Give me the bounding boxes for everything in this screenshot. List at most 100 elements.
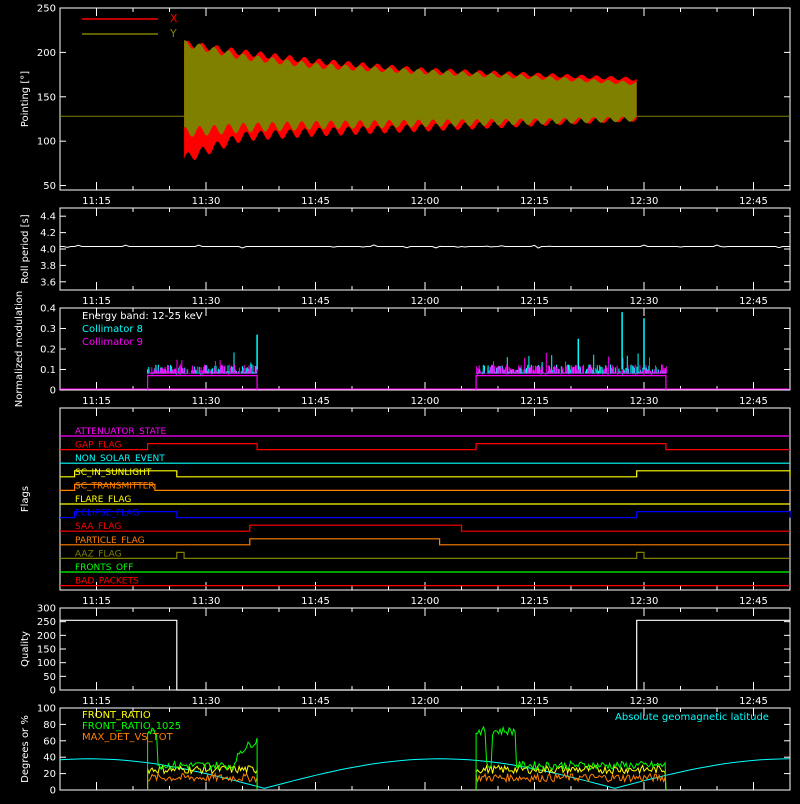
- panel-0-ytick-label: 100: [37, 137, 56, 148]
- legend-collimator-9: Collimator 9: [82, 337, 143, 348]
- panel-1-ytick-label: 3.8: [40, 261, 56, 272]
- panel-1-time-label: 11:30: [192, 296, 221, 307]
- panel-5-ytick-label: 20: [43, 769, 56, 780]
- legend-y-label: Y: [169, 27, 177, 40]
- legend-front-ratio: FRONT_RATIO: [82, 710, 151, 721]
- panel-2-time-label: 11:45: [301, 396, 330, 407]
- panel-3-time-label: 11:15: [82, 596, 111, 607]
- front-ratio-1025-series: [147, 727, 258, 790]
- collimator-9-series: [476, 353, 667, 375]
- panel-2-time-label: 12:45: [739, 396, 768, 407]
- flag-label-flare-flag: FLARE_FLAG: [75, 495, 131, 505]
- panel-0-time-label: 11:15: [82, 196, 111, 207]
- flag-label-attenuator-state: ATTENUATOR_STATE: [75, 427, 167, 437]
- panel-3-ylabel: Flags: [20, 486, 31, 512]
- roll-period-series: [60, 244, 790, 249]
- panel-4-time-label: 11:15: [82, 696, 111, 707]
- panel-0-ytick-label: 150: [37, 92, 56, 103]
- panel-4-ytick-label: 150: [37, 645, 56, 656]
- panel-0-time-label: 11:30: [192, 196, 221, 207]
- legend-collimator-8: Collimator 8: [82, 324, 143, 335]
- front-ratio-1025-series: [475, 725, 667, 791]
- collimator-8-series: [147, 352, 258, 375]
- panel-0-time-label: 12:45: [739, 196, 768, 207]
- quality-series: [60, 619, 790, 691]
- panel-0-ytick-label: 250: [37, 4, 56, 15]
- panel-1-time-label: 12:15: [520, 296, 549, 307]
- panel-3-time-label: 12:45: [739, 596, 768, 607]
- front-ratio-series: [475, 764, 667, 791]
- legend-max-det: MAX_DET_VS_TOT: [82, 732, 174, 743]
- panel-4-time-label: 11:45: [301, 696, 330, 707]
- max-det-vs-tot-series: [475, 772, 667, 791]
- panel-2-ytick-label: 0.4: [40, 304, 56, 315]
- panel-5-ytick-label: 80: [43, 720, 56, 731]
- panel-4-time-label: 12:00: [411, 696, 440, 707]
- panel-0-time-label: 12:15: [520, 196, 549, 207]
- panel-5-ylabel: Degrees or %: [20, 715, 31, 783]
- panel-0-time-label: 11:45: [301, 196, 330, 207]
- flag-label-eclipse-flag: ECLIPSE_FLAG: [75, 509, 139, 519]
- panel-1-ytick-label: 4.2: [40, 228, 56, 239]
- panel-4-ylabel: Quality: [20, 631, 31, 667]
- panel-4-time-label: 12:30: [630, 696, 659, 707]
- panel-4-ytick-label: 0: [50, 686, 56, 697]
- flag-line-gap-flag: [60, 443, 790, 451]
- panel-2-time-label: 12:15: [520, 396, 549, 407]
- modulation-window: [147, 375, 258, 390]
- front-ratio-series: [147, 763, 258, 790]
- panel-3-time-label: 12:30: [630, 596, 659, 607]
- flag-line-sc-in-sunlight: [60, 470, 791, 478]
- panel-2-ylabel: Normalized modulation: [14, 291, 25, 408]
- flag-line-eclipse-flag: [60, 511, 791, 519]
- flag-label-aaz-flag: AAZ_FLAG: [75, 549, 122, 559]
- panel-1-time-label: 12:00: [411, 296, 440, 307]
- panel-0-ytick-label: 50: [43, 181, 56, 192]
- panel-4-ytick-label: 250: [37, 617, 56, 628]
- panel-1-time-label: 11:45: [301, 296, 330, 307]
- flag-line-aaz-flag: [60, 551, 790, 559]
- panel-1-time-label: 12:45: [739, 296, 768, 307]
- modulation-window: [475, 375, 667, 390]
- panel-2-ytick-label: 0.1: [40, 365, 56, 376]
- panel-2-time-label: 12:00: [411, 396, 440, 407]
- panel-2-ytick-label: 0.2: [40, 345, 56, 356]
- flag-label-bad-packets: BAD_PACKETS: [75, 577, 139, 587]
- panel-4-time-label: 12:45: [739, 696, 768, 707]
- flag-label-sc-transmitter: SC_TRANSMITTER: [75, 481, 155, 491]
- panel-1-ytick-label: 4.0: [40, 245, 56, 256]
- panel-2-time-label: 12:30: [630, 396, 659, 407]
- panel-2-ytick-label: 0.3: [40, 324, 56, 335]
- pointing-y-series: [184, 40, 637, 137]
- collimator-9-series: [147, 359, 257, 375]
- geomag-annotation: Absolute geomagnetic latitude: [615, 712, 769, 723]
- legend-front-ratio-1025: FRONT_RATIO_1025: [82, 721, 181, 732]
- panel-1-ytick-label: 4.4: [40, 212, 56, 223]
- panel-4-ytick-label: 100: [37, 658, 56, 669]
- panel-0-ytick-label: 200: [37, 48, 56, 59]
- panel-1-ytick-label: 3.6: [40, 277, 56, 288]
- flag-line-saa-flag: [60, 524, 790, 532]
- panel-3-time-label: 12:00: [411, 596, 440, 607]
- flag-line-particle-flag: [60, 538, 790, 546]
- flag-label-saa-flag: SAA_FLAG: [75, 522, 121, 532]
- flag-line-sc-transmitter: [60, 483, 790, 491]
- flag-label-gap-flag: GAP_FLAG: [75, 441, 121, 451]
- legend-energy-band: Energy band: 12-25 keV: [82, 311, 203, 322]
- panel-0-time-label: 12:30: [630, 196, 659, 207]
- panel-5-ytick-label: 100: [37, 704, 56, 715]
- legend-x-label: X: [170, 12, 178, 25]
- panel-5-ytick-label: 60: [43, 736, 56, 747]
- panel-4-time-label: 12:15: [520, 696, 549, 707]
- panel-1-time-label: 11:15: [82, 296, 111, 307]
- panel-0-ylabel: Pointing [°]: [20, 71, 31, 127]
- flag-label-particle-flag: PARTICLE_FLAG: [75, 536, 145, 546]
- panel-3-time-label: 12:15: [520, 596, 549, 607]
- collimator-8-series: [475, 353, 667, 375]
- flag-label-non-solar-event: NON_SOLAR_EVENT: [75, 454, 165, 464]
- panel-4-ytick-label: 300: [37, 604, 56, 615]
- flag-label-sc-in-sunlight: SC_IN_SUNLIGHT: [75, 468, 152, 478]
- panel-3-time-label: 11:45: [301, 596, 330, 607]
